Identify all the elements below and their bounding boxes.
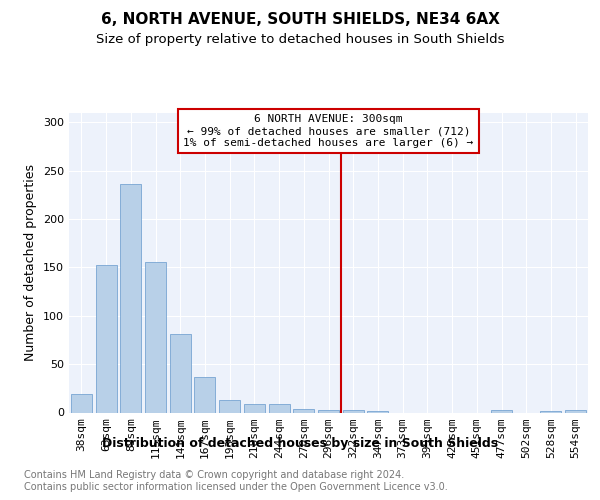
- Bar: [367, 410, 388, 412]
- Bar: [244, 404, 265, 412]
- Bar: [491, 410, 512, 412]
- Bar: [565, 410, 586, 412]
- Bar: [541, 410, 562, 412]
- Bar: [120, 184, 141, 412]
- Bar: [293, 408, 314, 412]
- Bar: [318, 410, 339, 412]
- Text: 6 NORTH AVENUE: 300sqm
← 99% of detached houses are smaller (712)
1% of semi-det: 6 NORTH AVENUE: 300sqm ← 99% of detached…: [184, 114, 473, 148]
- Text: Size of property relative to detached houses in South Shields: Size of property relative to detached ho…: [96, 32, 504, 46]
- Bar: [170, 334, 191, 412]
- Bar: [194, 376, 215, 412]
- Bar: [145, 262, 166, 412]
- Bar: [269, 404, 290, 412]
- Text: Contains HM Land Registry data © Crown copyright and database right 2024.
Contai: Contains HM Land Registry data © Crown c…: [24, 470, 448, 492]
- Y-axis label: Number of detached properties: Number of detached properties: [25, 164, 37, 361]
- Text: 6, NORTH AVENUE, SOUTH SHIELDS, NE34 6AX: 6, NORTH AVENUE, SOUTH SHIELDS, NE34 6AX: [101, 12, 499, 28]
- Bar: [95, 266, 116, 412]
- Text: Distribution of detached houses by size in South Shields: Distribution of detached houses by size …: [102, 438, 498, 450]
- Bar: [219, 400, 240, 412]
- Bar: [343, 410, 364, 412]
- Bar: [71, 394, 92, 412]
